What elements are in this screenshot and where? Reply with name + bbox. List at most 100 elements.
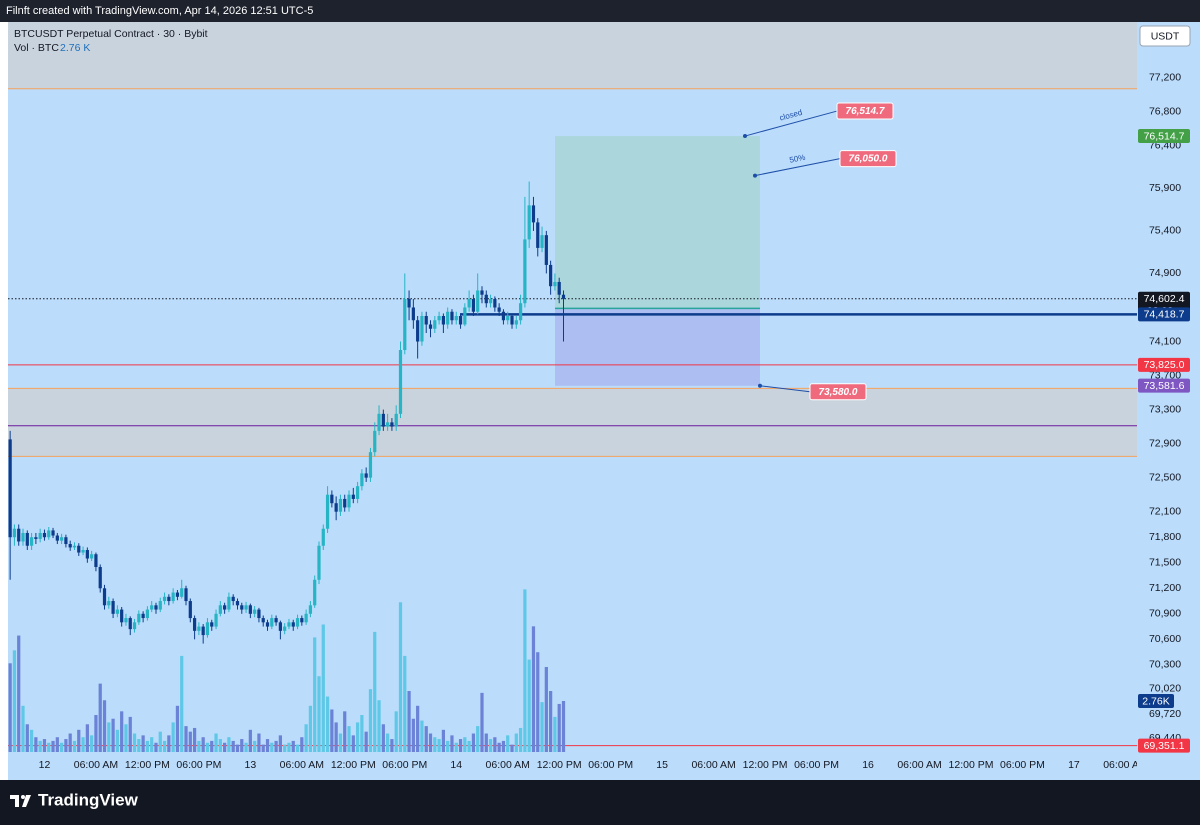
volume-bar	[454, 742, 458, 752]
credit: Filnft created with TradingView.com, Apr…	[6, 5, 313, 17]
y-tick-label: 73,700	[1149, 369, 1181, 381]
x-tick-label: 06:00 AM	[1103, 759, 1147, 771]
y-tick-label: 70,300	[1149, 659, 1181, 671]
candle-body	[411, 307, 415, 321]
candle-body	[304, 613, 308, 623]
x-tick-label: 17	[1068, 759, 1080, 771]
price-tag	[1138, 307, 1190, 322]
y-tick-label: 71,200	[1149, 582, 1181, 594]
candle-body	[536, 222, 540, 248]
candle-body	[381, 413, 385, 427]
volume-bar	[107, 722, 111, 752]
candle-body	[549, 264, 553, 287]
volume-bar	[390, 739, 394, 752]
volume-bar	[428, 733, 433, 752]
candle-body	[467, 298, 471, 308]
currency-button-label[interactable]: USDT	[1151, 30, 1180, 42]
candle-body	[235, 601, 240, 606]
volume-bar	[420, 720, 424, 752]
volume-bar	[141, 735, 145, 752]
candle-body	[398, 350, 403, 414]
volume-bar	[488, 739, 493, 752]
zone	[8, 22, 1137, 89]
currency-button[interactable]	[1139, 25, 1191, 47]
candle-body	[278, 622, 282, 631]
zone	[8, 388, 1137, 457]
candle-body	[81, 549, 85, 553]
volume-bar	[527, 659, 531, 752]
volume-bar	[364, 731, 368, 752]
candle-body	[120, 609, 124, 623]
callout-line	[744, 110, 838, 137]
x-tick-label: 12:00 PM	[743, 759, 788, 771]
candle-body	[287, 622, 291, 627]
volume-bar	[261, 744, 265, 752]
candle-body	[47, 530, 51, 538]
x-tick-label: 06:00 AM	[897, 759, 941, 771]
price-tag	[1138, 357, 1190, 372]
candle-body	[557, 281, 561, 295]
volume-bar	[72, 740, 77, 752]
candle-body	[488, 298, 493, 304]
volume-bar	[253, 740, 257, 752]
volume-bar	[549, 691, 553, 752]
candle-body	[373, 430, 377, 453]
x-tick-label: 12:00 PM	[125, 759, 170, 771]
callout-note: 50%	[789, 153, 806, 165]
volume-bar	[553, 716, 557, 752]
y-tick-label: 71,800	[1149, 531, 1181, 543]
volume-bar	[210, 740, 214, 752]
volume-bar	[398, 602, 403, 752]
callout-label: 73,580.0	[819, 387, 858, 398]
x-tick-label: 16	[862, 759, 874, 771]
price-tag	[1138, 378, 1190, 393]
volume-bar	[338, 733, 343, 752]
volume-bar	[308, 705, 313, 752]
candle-body	[407, 298, 411, 308]
volume-bar	[197, 740, 201, 752]
volume-bar	[274, 740, 278, 752]
volume-bar	[476, 726, 480, 752]
candle-body	[463, 307, 467, 325]
volume-bar	[463, 737, 467, 752]
candle-body	[38, 532, 42, 539]
volume-bar	[291, 740, 295, 752]
volume-bar	[386, 733, 390, 752]
candle-body	[540, 235, 544, 248]
candle-body	[180, 588, 184, 597]
candle-body	[12, 528, 17, 538]
volume-bar	[304, 724, 308, 752]
volume-bar	[377, 700, 381, 752]
candle-body	[514, 320, 518, 325]
candle-body	[34, 537, 38, 539]
volume-bar	[201, 737, 205, 752]
candle-body	[330, 494, 334, 504]
chart-title: BTCUSDT Perpetual Contract · 30 · Bybit	[14, 28, 208, 40]
candle-body	[154, 605, 158, 610]
volume-bar	[437, 739, 441, 752]
volume-bar	[8, 663, 12, 752]
volume-bar	[351, 735, 355, 752]
candle-body	[214, 613, 218, 627]
volume-bar	[330, 709, 334, 752]
candle-body	[240, 605, 244, 610]
volume-bar	[347, 726, 351, 752]
candle-body	[386, 422, 390, 427]
callout-anchor	[758, 383, 762, 388]
volume-bar	[531, 626, 536, 752]
volume-bar	[300, 737, 304, 752]
price-tag	[1138, 129, 1190, 144]
candle-body	[218, 605, 222, 614]
volume-bar	[424, 726, 428, 752]
volume-bar	[373, 631, 377, 752]
candle-body	[480, 290, 484, 295]
volume-bar	[343, 711, 347, 752]
volume-bar	[270, 742, 274, 752]
candle-body	[527, 205, 531, 240]
candle-body	[111, 601, 115, 614]
candle-body	[317, 545, 321, 580]
x-tick-label: 12:00 PM	[331, 759, 376, 771]
candle-body	[158, 601, 162, 610]
volume-bar	[55, 737, 59, 752]
candle-body	[270, 618, 274, 627]
